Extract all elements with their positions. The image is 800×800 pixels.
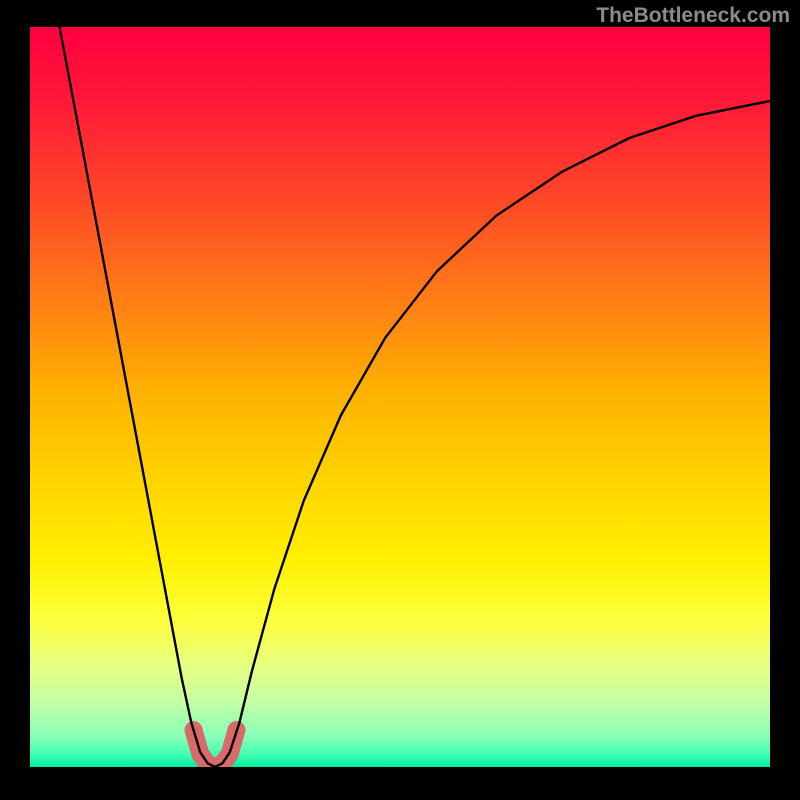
figure-root: TheBottleneck.com: [0, 0, 800, 800]
watermark-text: TheBottleneck.com: [596, 4, 790, 28]
bottleneck-chart: [30, 27, 770, 767]
chart-background: [30, 27, 770, 767]
